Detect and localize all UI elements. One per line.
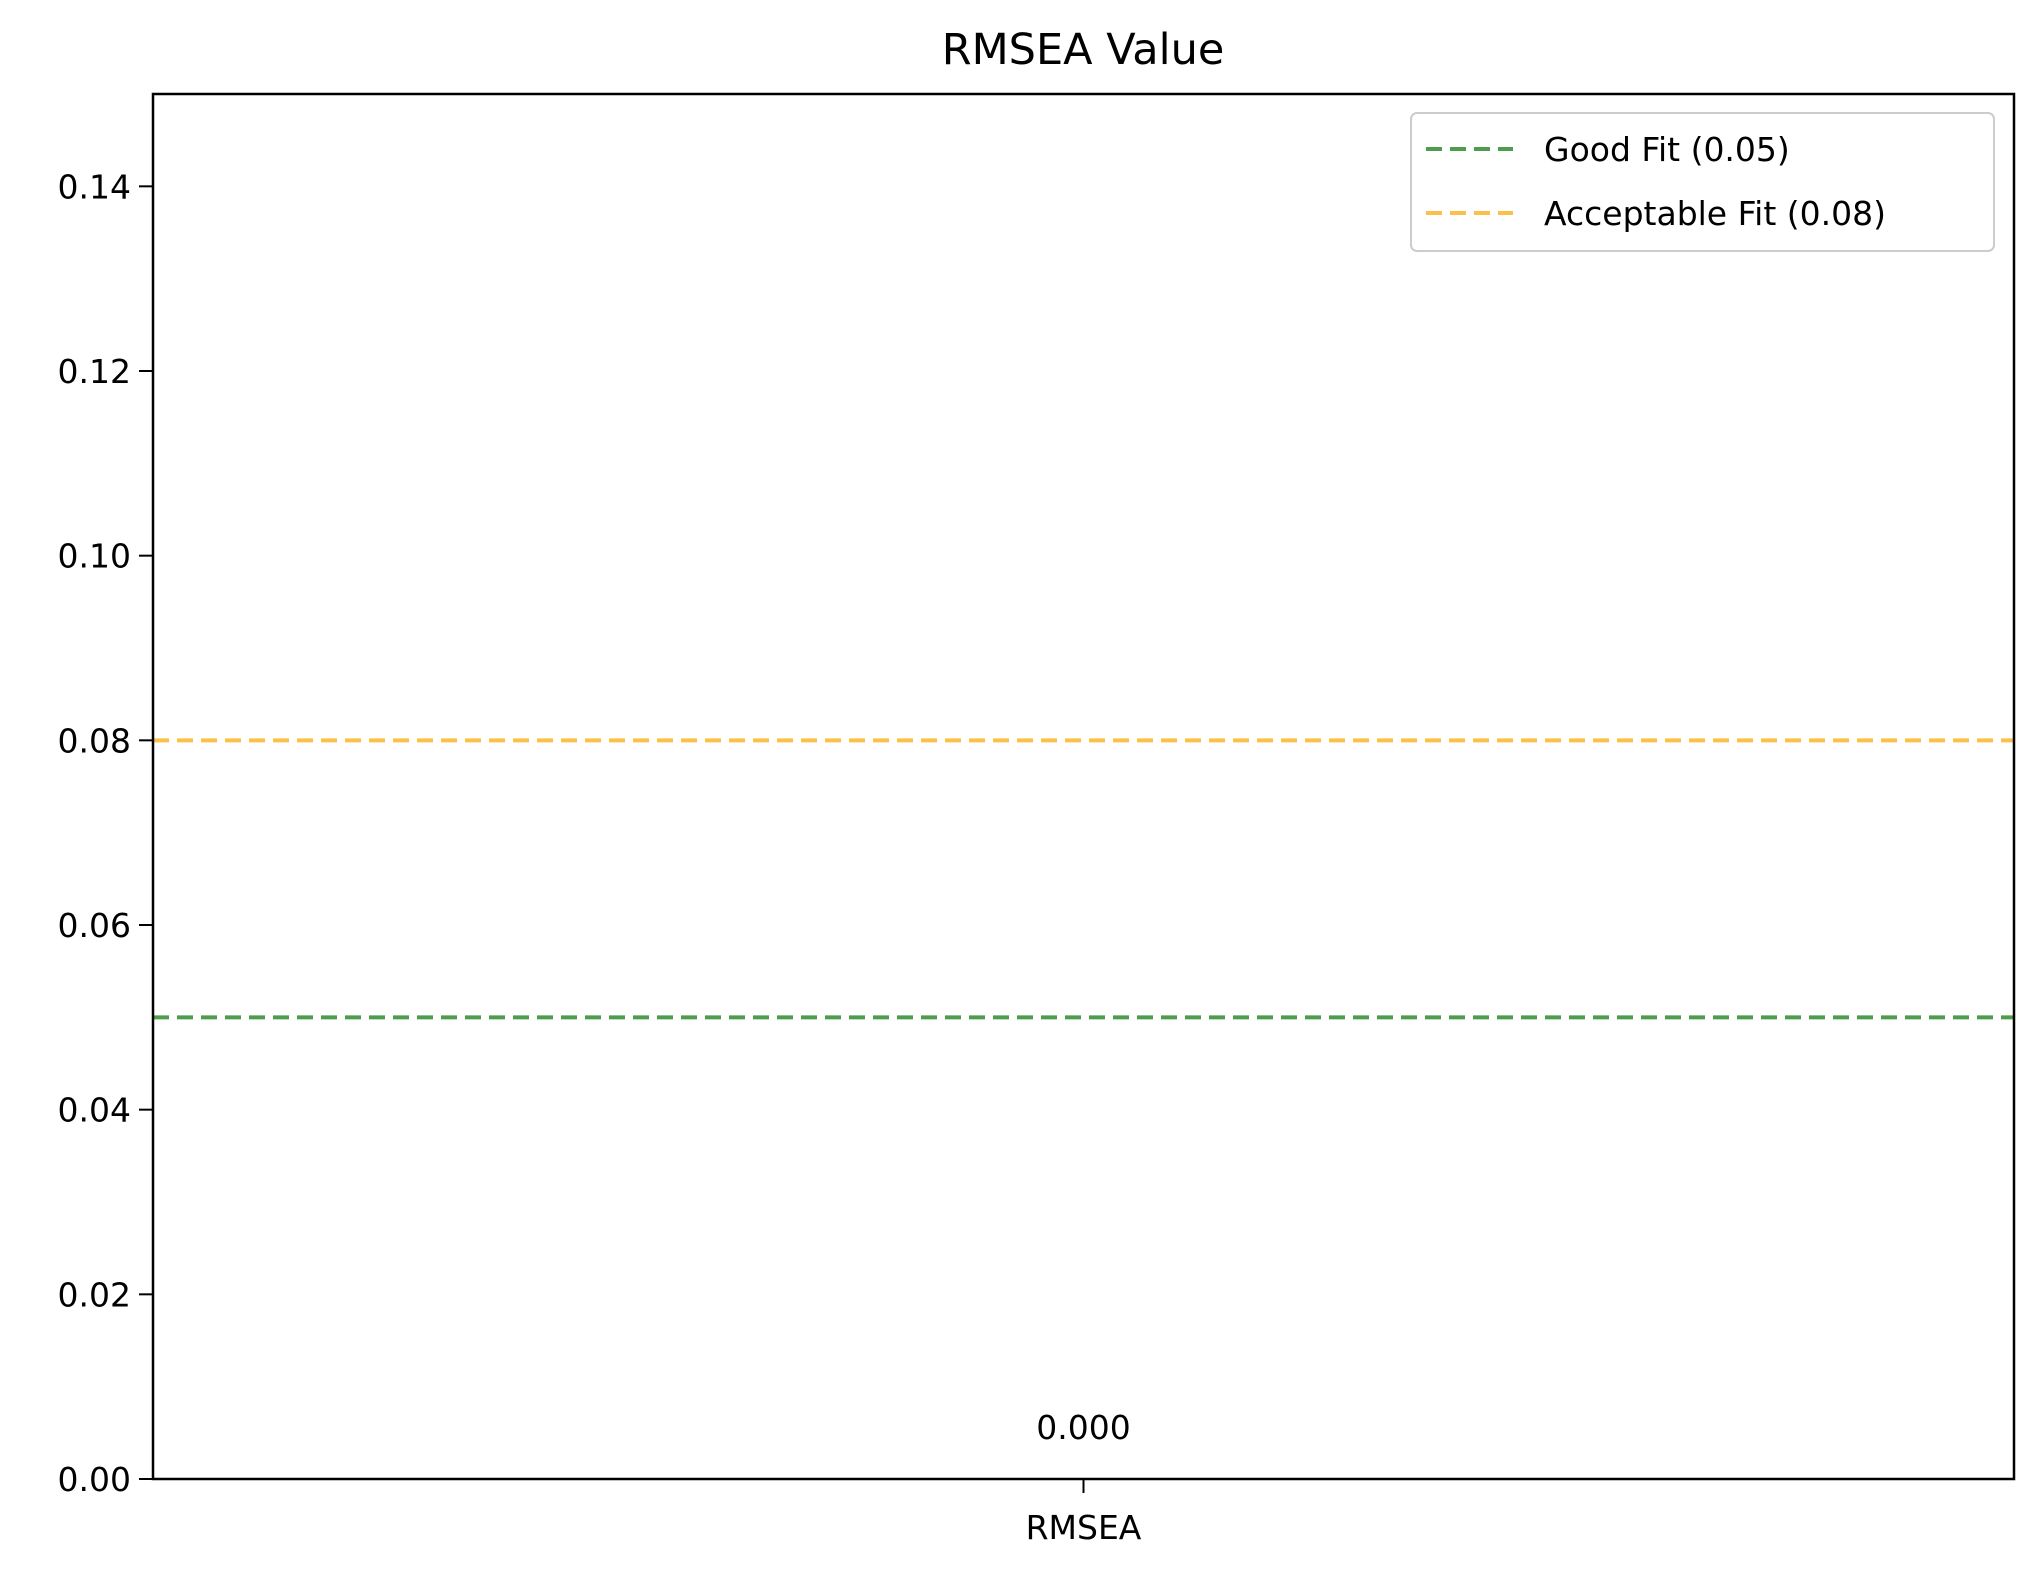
y-tick-label: 0.10 <box>58 537 131 576</box>
y-tick-label: 0.06 <box>58 906 131 945</box>
legend-label: Acceptable Fit (0.08) <box>1544 194 1886 233</box>
y-tick-label: 0.14 <box>58 167 131 206</box>
chart-title: RMSEA Value <box>942 25 1225 75</box>
legend-label: Good Fit (0.05) <box>1544 130 1790 169</box>
legend: Good Fit (0.05) Acceptable Fit (0.08) <box>1410 112 1995 252</box>
plot-area: 0.000 RMSEA 0.00 0.02 0.04 0.06 0.08 0.10 0.12 0.… <box>58 92 2016 1547</box>
y-tick-label: 0.04 <box>58 1091 131 1130</box>
bar-value-label: 0.000 <box>1036 1408 1130 1447</box>
y-tick-label: 0.02 <box>58 1275 131 1314</box>
x-tick-label: RMSEA <box>1026 1508 1142 1547</box>
axes-frame <box>151 92 2016 1481</box>
y-tick-label: 0.08 <box>58 721 131 760</box>
y-tick-label: 0.00 <box>58 1460 131 1499</box>
y-tick-label: 0.12 <box>58 352 131 391</box>
legend-box <box>1410 112 1995 252</box>
